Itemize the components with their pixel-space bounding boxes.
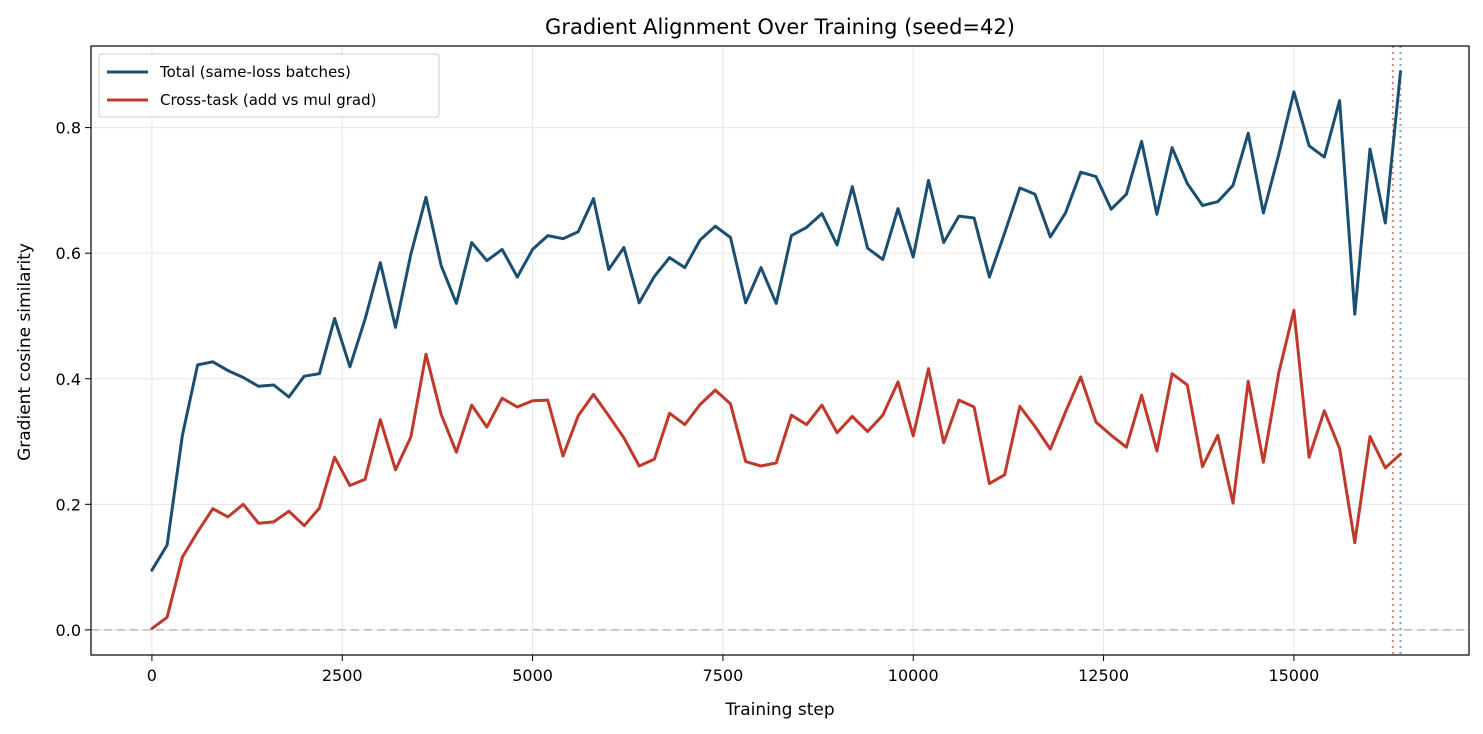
x-tick-label: 5000 [512,666,553,685]
y-tick-label: 0.8 [56,119,81,138]
y-tick-label: 0.0 [56,621,81,640]
plot-frame [90,45,1470,656]
x-tick-label: 7500 [703,666,744,685]
legend-label-cross-task: Cross-task (add vs mul grad) [160,91,377,109]
series-line-cross-task [150,308,1402,631]
y-tick-label: 0.4 [56,370,81,389]
legend: Total (same-loss batches) Cross-task (ad… [98,53,440,118]
x-axis-label: Training step [724,700,834,720]
legend-box [98,53,440,118]
y-tick-label: 0.2 [56,495,81,514]
x-tick-label: 2500 [322,666,363,685]
x-tick-label: 15000 [1268,666,1319,685]
reference-lines [91,46,1469,655]
x-axis: 0 2500 5000 7500 10000 12500 15000 [147,655,1319,685]
chart-title: Gradient Alignment Over Training (seed=4… [545,15,1015,39]
x-tick-label: 12500 [1078,666,1129,685]
series-layer [150,70,1402,631]
y-axis-label: Gradient cosine similarity [15,243,35,461]
x-tick-label: 0 [147,666,157,685]
legend-label-total: Total (same-loss batches) [159,63,351,81]
y-axis: 0.0 0.2 0.4 0.6 0.8 [56,119,91,640]
x-tick-label: 10000 [888,666,939,685]
series-line-total [150,70,1402,572]
y-tick-label: 0.6 [56,244,81,263]
